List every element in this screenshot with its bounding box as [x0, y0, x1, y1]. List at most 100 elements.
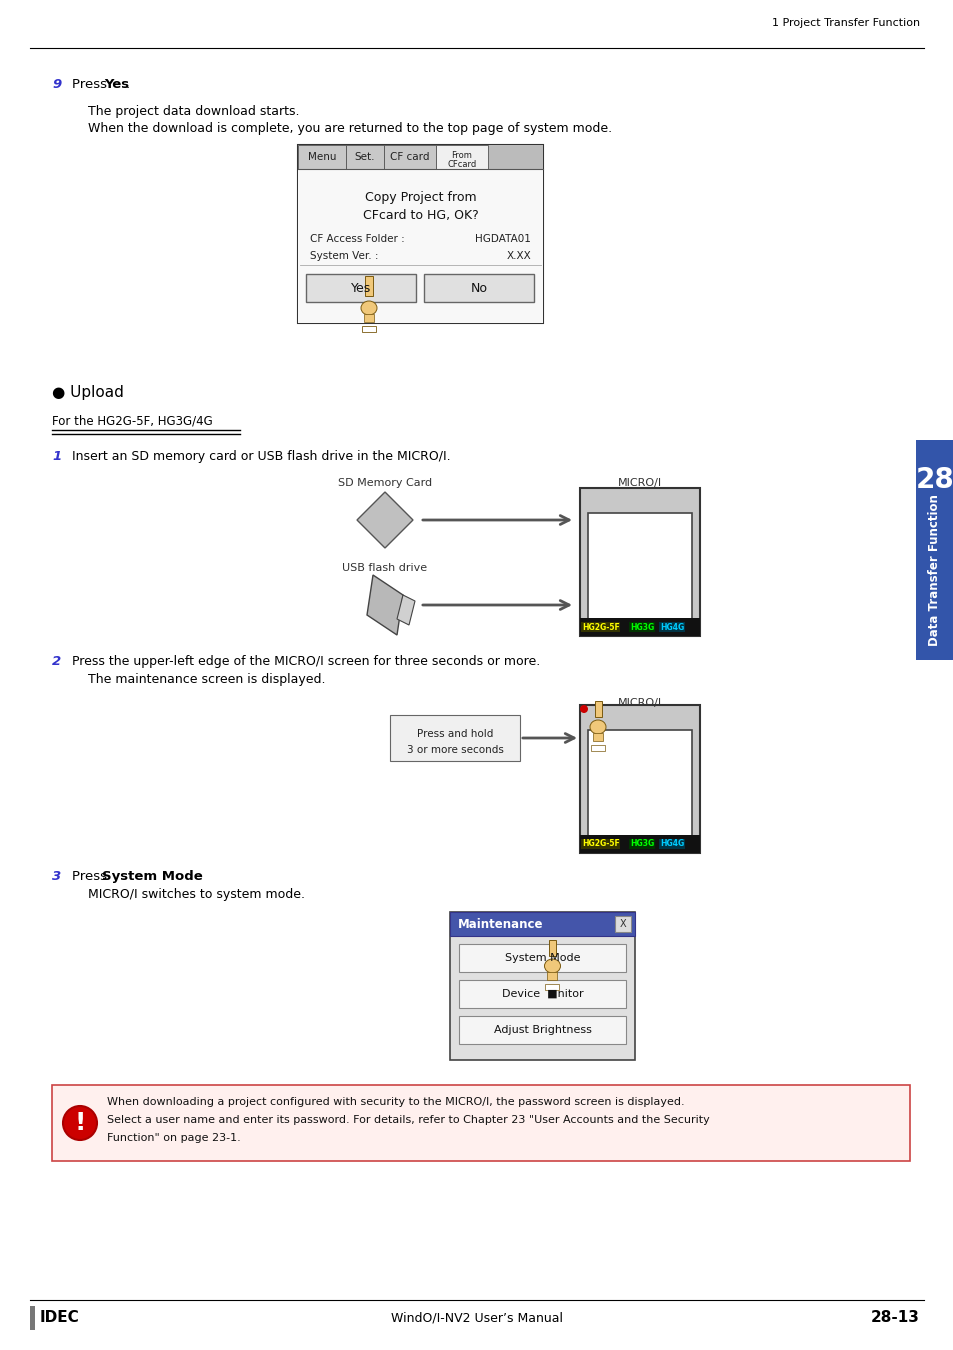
Text: Press: Press: [71, 78, 112, 90]
Circle shape: [579, 705, 587, 713]
Bar: [436, 144, 488, 169]
Bar: [547, 972, 557, 980]
Bar: [297, 144, 542, 323]
Text: USB flash drive: USB flash drive: [342, 563, 427, 572]
Text: No: No: [470, 282, 487, 294]
Text: For the HG2G-5F, HG3G/4G: For the HG2G-5F, HG3G/4G: [52, 414, 213, 428]
Text: X: X: [619, 919, 626, 929]
Text: System Mode: System Mode: [102, 869, 203, 883]
Text: HG4G: HG4G: [659, 622, 683, 632]
Text: From: From: [451, 151, 472, 161]
Text: HG2G-5F: HG2G-5F: [581, 840, 619, 849]
Text: 1: 1: [52, 450, 61, 463]
Bar: [579, 618, 700, 636]
Bar: [450, 913, 635, 1060]
Text: HG3G: HG3G: [629, 622, 654, 632]
Text: Device  ■nitor: Device ■nitor: [501, 990, 582, 999]
Bar: [361, 325, 375, 332]
Text: CFcard: CFcard: [447, 161, 476, 169]
Text: HG2G-5F: HG2G-5F: [581, 622, 619, 632]
Text: IDEC: IDEC: [40, 1311, 80, 1326]
Ellipse shape: [544, 958, 560, 973]
Polygon shape: [356, 491, 413, 548]
Bar: [30, 1305, 35, 1330]
Polygon shape: [396, 595, 415, 625]
Ellipse shape: [589, 720, 605, 734]
Text: MICRO/I switches to system mode.: MICRO/I switches to system mode.: [88, 888, 305, 900]
Polygon shape: [549, 940, 556, 956]
Text: Function" on page 23-1.: Function" on page 23-1.: [107, 1133, 240, 1143]
Text: Yes: Yes: [351, 282, 371, 294]
Text: 28: 28: [915, 466, 953, 494]
Bar: [458, 1017, 625, 1044]
Text: Insert an SD memory card or USB flash drive in the MICRO/I.: Insert an SD memory card or USB flash dr…: [71, 450, 450, 463]
Bar: [593, 733, 602, 741]
Text: X.XX: X.XX: [506, 251, 531, 261]
Bar: [545, 984, 558, 990]
Text: System Mode: System Mode: [504, 953, 579, 963]
Text: Press the upper-left edge of the MICRO/I screen for three seconds or more.: Press the upper-left edge of the MICRO/I…: [71, 655, 539, 668]
Text: When downloading a project configured with security to the MICRO/I, the password: When downloading a project configured wi…: [107, 1098, 684, 1107]
Bar: [615, 917, 630, 932]
Bar: [579, 836, 700, 853]
Bar: [52, 1085, 909, 1161]
Bar: [364, 315, 374, 323]
Bar: [587, 513, 691, 626]
Circle shape: [63, 1106, 97, 1139]
Text: Adjust Brightness: Adjust Brightness: [493, 1025, 591, 1035]
Text: Set.: Set.: [355, 153, 375, 162]
Text: Press: Press: [71, 869, 112, 883]
Text: Copy Project from: Copy Project from: [364, 190, 476, 204]
Text: Press and hold: Press and hold: [416, 729, 493, 738]
Bar: [390, 716, 519, 761]
Text: 28-13: 28-13: [870, 1311, 919, 1326]
Text: HGDATA01: HGDATA01: [475, 234, 531, 244]
Text: .: .: [178, 869, 182, 883]
Text: CF Access Folder :: CF Access Folder :: [310, 234, 404, 244]
Text: MICRO/I: MICRO/I: [618, 478, 661, 487]
Bar: [346, 144, 384, 169]
Text: .: .: [126, 78, 130, 90]
Bar: [306, 274, 416, 302]
Text: When the download is complete, you are returned to the top page of system mode.: When the download is complete, you are r…: [88, 122, 612, 135]
Text: 3 or more seconds: 3 or more seconds: [406, 745, 503, 755]
Text: 9: 9: [52, 78, 61, 90]
Text: HG3G: HG3G: [629, 840, 654, 849]
Text: The maintenance screen is displayed.: The maintenance screen is displayed.: [88, 674, 325, 686]
Bar: [384, 144, 436, 169]
Text: MICRO/I: MICRO/I: [618, 698, 661, 707]
Bar: [297, 169, 542, 323]
Text: Select a user name and enter its password. For details, refer to Chapter 23 "Use: Select a user name and enter its passwor…: [107, 1115, 709, 1125]
Ellipse shape: [360, 301, 376, 315]
Bar: [458, 980, 625, 1008]
Polygon shape: [595, 701, 601, 717]
Text: Data Transfer Function: Data Transfer Function: [927, 494, 941, 645]
Text: 2: 2: [52, 655, 61, 668]
Text: The project data download starts.: The project data download starts.: [88, 105, 299, 117]
Polygon shape: [365, 275, 373, 296]
Text: ● Upload: ● Upload: [52, 385, 124, 400]
Text: CF card: CF card: [390, 153, 429, 162]
Text: Maintenance: Maintenance: [457, 918, 543, 930]
Text: HG4G: HG4G: [659, 840, 683, 849]
Text: 3: 3: [52, 869, 61, 883]
Bar: [587, 730, 691, 842]
Bar: [579, 487, 700, 636]
Text: 1 Project Transfer Function: 1 Project Transfer Function: [771, 18, 919, 28]
Bar: [458, 944, 625, 972]
Text: Menu: Menu: [308, 153, 335, 162]
Polygon shape: [367, 575, 402, 634]
Text: WindO/I-NV2 User’s Manual: WindO/I-NV2 User’s Manual: [391, 1311, 562, 1324]
Text: System Ver. :: System Ver. :: [310, 251, 378, 261]
Bar: [423, 274, 534, 302]
Bar: [590, 745, 604, 751]
Text: !: !: [74, 1111, 86, 1135]
Bar: [297, 144, 542, 169]
Bar: [915, 440, 953, 660]
Text: SD Memory Card: SD Memory Card: [337, 478, 432, 487]
Text: CFcard to HG, OK?: CFcard to HG, OK?: [362, 209, 477, 221]
Text: Yes: Yes: [104, 78, 129, 90]
Bar: [297, 144, 346, 169]
Bar: [450, 913, 635, 936]
Bar: [579, 705, 700, 853]
